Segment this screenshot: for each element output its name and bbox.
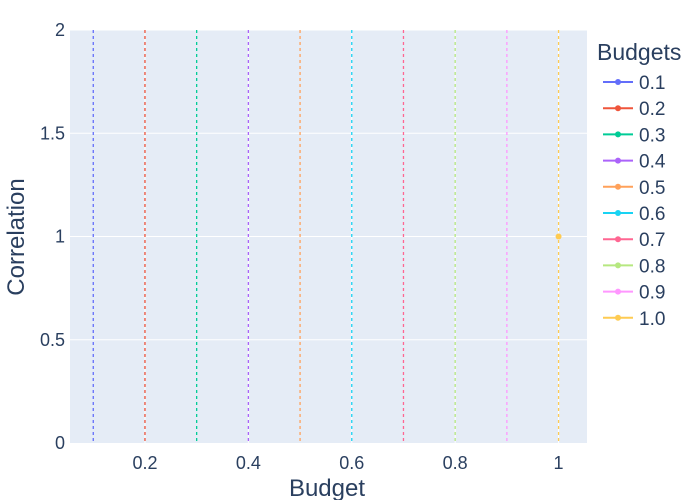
legend-label: 0.4 xyxy=(639,152,666,173)
legend-label: 0.7 xyxy=(639,230,665,251)
legend-marker xyxy=(615,236,621,243)
legend-label: 0.5 xyxy=(639,178,665,199)
legend-label: 0.6 xyxy=(639,204,665,225)
legend-title: Budgets xyxy=(597,39,681,65)
legend-marker xyxy=(615,79,621,85)
legend: Budgets 0.1 0.2 0.3 0.4 0.5 0.6 0.7 0.8 0.9 1.0 xyxy=(597,39,681,330)
legend-marker xyxy=(615,131,621,138)
y-tick-label: 1 xyxy=(55,227,65,247)
x-tick-label: 0.2 xyxy=(132,453,157,473)
x-axis-ticks: 0.2 0.4 0.6 0.8 1 xyxy=(132,453,563,473)
y-tick-label: 0.5 xyxy=(40,330,65,350)
x-tick-label: 0.4 xyxy=(236,453,261,473)
legend-item-0-6[interactable]: 0.6 xyxy=(603,204,665,225)
legend-marker xyxy=(615,210,621,216)
data-points xyxy=(555,233,562,240)
legend-item-1-0[interactable]: 1.0 xyxy=(603,309,665,330)
x-axis-title: Budget xyxy=(289,475,365,500)
data-point-1-0 xyxy=(555,233,562,240)
y-tick-label: 2 xyxy=(55,20,65,40)
legend-marker xyxy=(615,157,621,164)
legend-item-0-4[interactable]: 0.4 xyxy=(603,152,666,173)
legend-label: 0.3 xyxy=(639,125,665,146)
y-axis-title: Correlation xyxy=(3,178,30,295)
legend-marker xyxy=(615,288,621,295)
legend-marker xyxy=(615,314,621,321)
legend-item-0-7[interactable]: 0.7 xyxy=(603,230,665,251)
budget-reference-lines xyxy=(92,30,560,443)
legend-item-0-8[interactable]: 0.8 xyxy=(603,256,665,277)
legend-marker xyxy=(615,183,621,190)
legend-item-0-2[interactable]: 0.2 xyxy=(603,99,665,120)
legend-marker xyxy=(615,262,621,269)
legend-label: 0.9 xyxy=(639,283,665,304)
legend-label: 1.0 xyxy=(639,309,665,330)
x-tick-label: 0.6 xyxy=(339,453,364,473)
y-axis-ticks: 0 0.5 1 1.5 2 xyxy=(40,20,65,453)
legend-label: 0.8 xyxy=(639,256,665,277)
legend-marker xyxy=(615,105,621,112)
x-tick-label: 0.8 xyxy=(443,453,468,473)
y-tick-label: 1.5 xyxy=(40,123,65,143)
y-tick-label: 0 xyxy=(55,433,65,453)
legend-item-0-9[interactable]: 0.9 xyxy=(603,283,665,304)
legend-label: 0.2 xyxy=(639,99,665,120)
legend-item-0-1[interactable]: 0.1 xyxy=(603,73,665,94)
legend-label: 0.1 xyxy=(639,73,665,94)
legend-item-0-5[interactable]: 0.5 xyxy=(603,178,665,199)
legend-item-0-3[interactable]: 0.3 xyxy=(603,125,665,146)
x-tick-label: 1 xyxy=(554,453,564,473)
